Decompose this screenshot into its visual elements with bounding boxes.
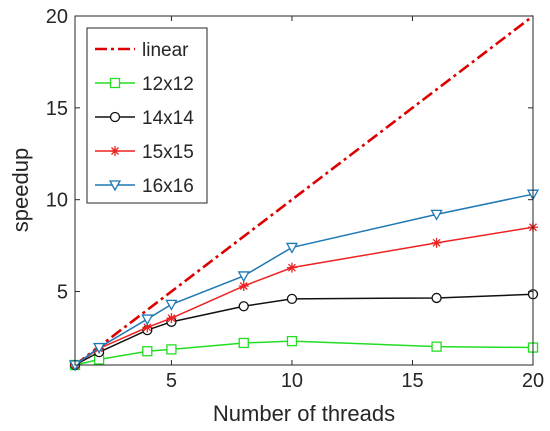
x-axis-label: Number of threads (213, 401, 395, 426)
legend-label: linear (142, 40, 189, 61)
data-point (238, 281, 249, 292)
y-tick-label: 10 (46, 190, 68, 212)
data-point (431, 237, 442, 248)
x-tick-label: 10 (281, 370, 303, 392)
data-point (142, 322, 153, 333)
data-point (430, 209, 443, 221)
series-line (74, 226, 534, 366)
y-tick-label: 20 (46, 6, 68, 28)
data-point (237, 271, 250, 283)
data-point (431, 292, 442, 304)
x-tick-label: 15 (401, 370, 423, 392)
series-line (74, 293, 534, 366)
series-16x16 (68, 189, 540, 372)
data-point (286, 335, 298, 347)
legend-marker (109, 111, 121, 123)
series-line (74, 193, 534, 366)
legend-label: 14x14 (142, 108, 194, 129)
data-point (165, 299, 178, 311)
x-tick-label: 20 (522, 370, 544, 392)
y-tick-label: 15 (46, 98, 68, 120)
data-point (286, 262, 297, 273)
legend: linear 12x12 14x14 15x15 16x16 (86, 27, 208, 204)
ticks-layer: 5 10 15 20 5 10 15 20 (46, 6, 544, 392)
data-point (141, 314, 154, 326)
series-line (74, 340, 534, 366)
data-point (238, 337, 249, 349)
legend-marker (110, 146, 120, 156)
data-point (93, 342, 106, 354)
series-linear (74, 14, 534, 367)
data-point (285, 242, 299, 254)
data-point (166, 313, 177, 324)
legend-item: linear (95, 40, 189, 61)
legend-item: 12x12 (95, 74, 194, 95)
legend-marker (108, 180, 122, 192)
legend-item: 14x14 (95, 108, 194, 129)
legend-label: 16x16 (142, 176, 194, 197)
legend-box (86, 27, 208, 204)
data-point (238, 301, 249, 312)
legend-label: 15x15 (142, 142, 194, 163)
plot-frame (74, 15, 534, 366)
legend-item: 15x15 (95, 142, 194, 163)
data-point (431, 341, 442, 352)
legend-item: 16x16 (95, 176, 194, 197)
data-point (166, 344, 177, 355)
y-axis-label: speedup (8, 148, 33, 232)
data-point (142, 346, 153, 357)
legend-marker (109, 77, 121, 89)
data-point (286, 293, 298, 305)
y-tick-label: 5 (57, 282, 68, 304)
x-tick-label: 5 (166, 370, 177, 392)
legend-label: 12x12 (142, 74, 194, 95)
series-line (74, 14, 534, 367)
